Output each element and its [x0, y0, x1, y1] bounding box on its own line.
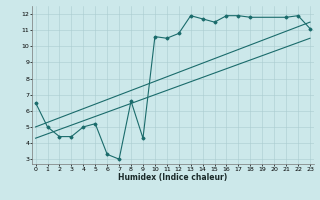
X-axis label: Humidex (Indice chaleur): Humidex (Indice chaleur) [118, 173, 228, 182]
